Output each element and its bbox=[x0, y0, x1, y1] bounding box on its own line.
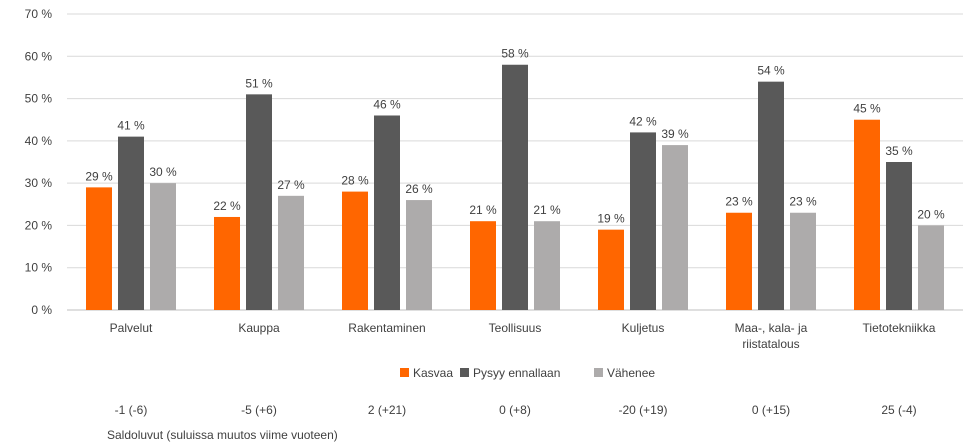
data-label: 19 % bbox=[597, 212, 625, 226]
legend-label: Vähenee bbox=[607, 366, 655, 380]
saldo-value: 25 (-4) bbox=[881, 403, 916, 417]
legend-swatch bbox=[594, 368, 603, 377]
y-tick-label: 10 % bbox=[25, 261, 53, 275]
data-label: 28 % bbox=[341, 174, 369, 188]
data-label: 46 % bbox=[373, 97, 401, 111]
bar bbox=[246, 94, 272, 310]
y-tick-label: 30 % bbox=[25, 176, 53, 190]
saldo-value: -20 (+19) bbox=[618, 403, 667, 417]
bar bbox=[630, 132, 656, 310]
bar bbox=[758, 81, 784, 311]
saldo-values-row: -1 (-6) -5 (+6) 2 (+21) 0 (+8) -20 (+19) 0 (+… bbox=[115, 403, 917, 417]
bar bbox=[150, 183, 176, 310]
x-category-label: Tietotekniikka bbox=[863, 321, 936, 335]
data-label: 58 % bbox=[501, 47, 529, 61]
bar bbox=[662, 145, 688, 310]
data-label: 30 % bbox=[149, 165, 177, 179]
x-category-label: Palvelut bbox=[110, 321, 153, 335]
x-category-label: Rakentaminen bbox=[348, 321, 425, 335]
saldo-value: 2 (+21) bbox=[368, 403, 406, 417]
x-axis-category-labels: Palvelut Kauppa Rakentaminen Teollisuus Kulj… bbox=[110, 321, 936, 351]
saldo-value: -5 (+6) bbox=[241, 403, 277, 417]
bar bbox=[534, 221, 560, 310]
legend-label: Kasvaa bbox=[413, 366, 453, 380]
bar bbox=[214, 216, 240, 310]
bar bbox=[374, 115, 400, 310]
bar bbox=[278, 195, 304, 310]
x-category-label: Teollisuus bbox=[489, 321, 542, 335]
x-category-label: Kuljetus bbox=[622, 321, 665, 335]
bar-series bbox=[86, 64, 944, 311]
y-axis-tick-labels: 0 % 10 % 20 % 30 % 40 % 50 % 60 % 70 % bbox=[25, 7, 53, 317]
data-label: 51 % bbox=[245, 76, 273, 90]
y-tick-label: 70 % bbox=[25, 7, 53, 21]
legend-label: Pysyy ennallaan bbox=[473, 366, 560, 380]
data-label: 23 % bbox=[789, 195, 817, 209]
data-label: 21 % bbox=[469, 203, 497, 217]
data-label: 42 % bbox=[629, 114, 657, 128]
data-label: 22 % bbox=[213, 199, 241, 213]
data-label: 39 % bbox=[661, 127, 689, 141]
data-label: 23 % bbox=[725, 195, 753, 209]
bar bbox=[502, 64, 528, 310]
data-labels: 29 % 41 % 30 % 22 % 51 % 27 % 28 % 46 % 26 % 21 %… bbox=[85, 47, 945, 226]
bar bbox=[854, 119, 880, 310]
data-label: 21 % bbox=[533, 203, 561, 217]
data-label: 29 % bbox=[85, 169, 113, 183]
y-tick-label: 60 % bbox=[25, 49, 53, 63]
saldo-value: 0 (+15) bbox=[752, 403, 790, 417]
data-label: 26 % bbox=[405, 182, 433, 196]
y-tick-label: 0 % bbox=[31, 303, 52, 317]
x-category-label: riistatalous bbox=[742, 337, 799, 351]
data-label: 27 % bbox=[277, 178, 305, 192]
data-label: 20 % bbox=[917, 207, 945, 221]
legend: Kasvaa Pysyy ennallaan Vähenee bbox=[400, 366, 655, 380]
y-tick-label: 50 % bbox=[25, 92, 53, 106]
bar bbox=[726, 212, 752, 310]
x-category-label: Kauppa bbox=[238, 321, 280, 335]
data-label: 54 % bbox=[757, 64, 785, 78]
saldo-value: 0 (+8) bbox=[499, 403, 531, 417]
bar bbox=[406, 200, 432, 310]
data-label: 35 % bbox=[885, 144, 913, 158]
saldo-value: -1 (-6) bbox=[115, 403, 148, 417]
data-label: 45 % bbox=[853, 102, 881, 116]
bar bbox=[790, 212, 816, 310]
bar bbox=[118, 136, 144, 310]
y-tick-label: 20 % bbox=[25, 218, 53, 232]
saldo-footnote: Saldoluvut (suluissa muutos viime vuotee… bbox=[107, 428, 338, 442]
bar bbox=[598, 229, 624, 310]
bar bbox=[342, 191, 368, 310]
data-label: 41 % bbox=[117, 119, 145, 133]
bar bbox=[918, 225, 944, 310]
x-category-label: Maa-, kala- ja bbox=[735, 321, 808, 335]
y-tick-label: 40 % bbox=[25, 134, 53, 148]
bar bbox=[470, 221, 496, 310]
legend-swatch bbox=[400, 368, 409, 377]
bar bbox=[886, 162, 912, 310]
bar bbox=[86, 187, 112, 310]
legend-swatch bbox=[460, 368, 469, 377]
